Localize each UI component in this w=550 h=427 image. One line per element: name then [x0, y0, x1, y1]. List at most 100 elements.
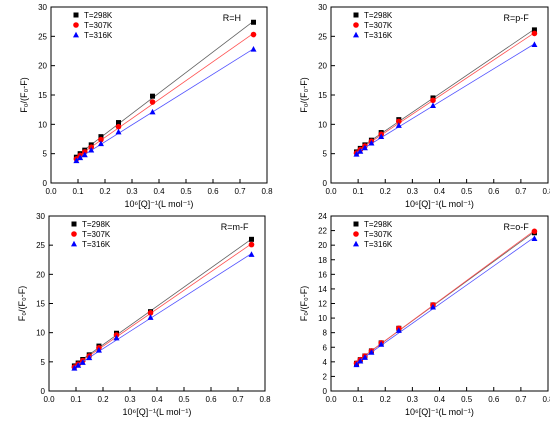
fit-line-3 [356, 43, 535, 154]
y-tick-label: 10 [318, 120, 327, 129]
legend-marker-3 [73, 31, 79, 38]
data-point-series-3 [147, 314, 154, 320]
y-tick-label: 5 [323, 150, 328, 159]
data-point-series-1 [116, 120, 121, 126]
fit-line-1 [74, 238, 252, 366]
data-point-series-3 [149, 108, 156, 115]
legend-marker-2 [71, 231, 77, 237]
fit-line-3 [76, 48, 254, 161]
y-tick-label: 20 [318, 241, 327, 250]
y-tick-label: 15 [36, 300, 45, 309]
x-tick-label: 0.0 [43, 395, 55, 404]
y-tick-label: 16 [318, 270, 327, 279]
data-point-series-1 [251, 19, 256, 25]
y-tick-label: 25 [36, 241, 45, 250]
y-tick-label: 0 [323, 179, 328, 188]
x-tick-label: 0.2 [99, 187, 111, 196]
y-axis-label: F₀/(F₀-F) [299, 286, 309, 321]
y-tick-label: 20 [36, 270, 45, 279]
x-tick-label: 0.6 [488, 187, 500, 196]
y-tick-label: 10 [318, 314, 327, 323]
y-tick-label: 5 [43, 150, 48, 159]
data-point-series-3 [97, 140, 104, 147]
x-axis-label: 10⁶[Q]⁻¹(L mol⁻¹) [405, 199, 474, 209]
data-point-series-2 [248, 241, 255, 248]
data-point-series-3 [71, 365, 78, 371]
data-point-series-1 [98, 134, 104, 140]
legend-label-2: T=307K [364, 21, 393, 30]
y-tick-label: 25 [38, 32, 47, 41]
legend-label-3: T=316K [364, 31, 393, 40]
x-tick-label: 0.4 [434, 187, 446, 196]
data-point-series-3 [429, 303, 436, 310]
legend-label-1: T=298K [364, 11, 393, 20]
x-tick-label: 0.3 [407, 187, 419, 196]
y-tick-label: 20 [318, 62, 327, 71]
data-point-series-3 [77, 154, 84, 161]
x-axis-label: 10⁶[Q]⁻¹(L mol⁻¹) [125, 199, 194, 209]
legend-marker-1 [353, 221, 359, 227]
x-tick-label: 0.6 [488, 395, 500, 404]
y-tick-label: 15 [38, 91, 47, 100]
data-point-series-3 [250, 46, 257, 52]
x-tick-label: 0.8 [261, 187, 273, 196]
data-point-series-3 [395, 122, 402, 128]
panel-title: R=m-F [221, 222, 249, 232]
fit-line-2 [76, 33, 254, 158]
panel-title: R=H [223, 13, 241, 23]
data-point-series-2 [149, 99, 156, 105]
x-tick-label: 0.0 [325, 187, 337, 196]
data-point-series-3 [368, 349, 375, 355]
panel-title: R=o-F [504, 222, 530, 232]
legend-label-3: T=316K [84, 31, 113, 40]
data-point-series-3 [361, 144, 368, 151]
data-point-series-3 [86, 354, 93, 361]
x-tick-label: 0.8 [542, 187, 550, 196]
chart-panel-3: 0.0 0.1 0.2 0.3 0.4 0.5 0.6 0.7 0.8 0 5 10 15 20 25 30 1… [17, 212, 271, 417]
y-tick-label: 18 [318, 256, 327, 265]
fit-line-2 [356, 230, 535, 363]
x-tick-label: 0.0 [325, 395, 337, 404]
legend-label-3: T=316K [82, 240, 111, 249]
data-point-series-3 [429, 102, 436, 108]
data-point-series-3 [531, 235, 538, 242]
x-tick-label: 0.3 [124, 395, 136, 404]
x-tick-label: 0.2 [380, 187, 392, 196]
legend-marker-2 [73, 22, 79, 28]
data-point-series-3 [531, 41, 538, 47]
data-point-series-3 [88, 146, 95, 153]
data-point-series-3 [357, 148, 364, 154]
y-tick-label: 12 [318, 300, 327, 309]
data-point-series-3 [81, 151, 88, 158]
data-point-series-3 [353, 361, 360, 368]
y-axis-label: F₀/(F₀-F) [19, 77, 29, 112]
y-tick-label: 24 [318, 212, 327, 221]
y-tick-label: 30 [318, 3, 327, 12]
data-point-series-2 [430, 97, 436, 104]
y-tick-label: 2 [323, 372, 328, 381]
legend-marker-1 [73, 12, 79, 18]
x-tick-label: 0.6 [205, 395, 217, 404]
data-point-series-3 [357, 357, 364, 364]
y-tick-label: 25 [318, 32, 327, 41]
legend-marker-3 [71, 240, 77, 247]
data-point-series-3 [378, 341, 385, 347]
y-tick-label: 0 [323, 387, 328, 396]
fit-line-1 [76, 20, 254, 157]
data-point-series-3 [378, 133, 385, 140]
x-tick-label: 0.1 [72, 187, 84, 196]
x-tick-label: 0.4 [434, 395, 446, 404]
y-axis-label: F₀/(F₀-F) [299, 77, 309, 112]
legend-marker-1 [71, 221, 77, 227]
y-tick-label: 15 [318, 91, 327, 100]
x-tick-label: 0.0 [45, 187, 57, 196]
legend-label-1: T=298K [82, 220, 111, 229]
y-tick-label: 30 [38, 3, 47, 12]
data-point-series-3 [368, 139, 375, 146]
data-point-series-2 [531, 228, 538, 235]
fit-line-3 [356, 236, 535, 364]
data-point-series-3 [353, 151, 360, 157]
y-tick-label: 8 [323, 329, 328, 338]
legend-label-2: T=307K [364, 230, 393, 239]
